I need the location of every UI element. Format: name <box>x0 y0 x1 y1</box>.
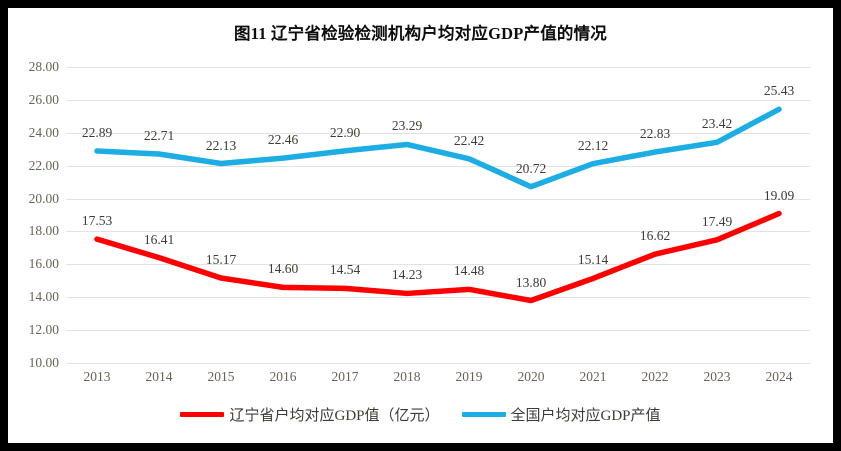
y-axis-tick-label: 24.00 <box>28 124 59 140</box>
gridline <box>66 330 810 332</box>
gridline <box>66 198 810 200</box>
x-axis-tick-label: 2015 <box>207 369 235 384</box>
y-axis-tick-label: 20.00 <box>28 190 59 206</box>
x-axis-tick-label: 2013 <box>83 369 111 384</box>
y-axis-tick-label: 22.00 <box>28 157 59 173</box>
x-axis-tick-label: 2018 <box>393 369 421 384</box>
legend-label: 辽宁省户均对应GDP值（亿元） <box>229 408 440 424</box>
x-axis: 2013 2014 2015 2016 2017 2018 2019 2020 2021 2022… <box>66 369 810 391</box>
series-line-liaoning <box>94 210 782 304</box>
gridline <box>66 67 810 68</box>
legend-swatch-icon <box>461 412 506 417</box>
gridline <box>66 264 810 266</box>
plot-area: 10.00 12.00 14.00 16.00 18.00 20.00 22.00 24.00… <box>29 59 810 370</box>
gridline <box>66 363 810 364</box>
y-axis-tick-label: 14.00 <box>28 289 59 305</box>
legend-label: 全国户均对应GDP产值 <box>510 408 661 424</box>
chart-container: 图11 辽宁省检验检测机构户均对应GDP产值的情况 10.00 12.00 14.0… <box>8 8 833 443</box>
legend-item-national[interactable]: 全国户均对应GDP产值 <box>461 404 661 425</box>
x-axis-tick-label: 2023 <box>703 369 731 384</box>
gridline <box>66 99 810 101</box>
x-axis-tick-label: 2014 <box>145 369 173 384</box>
gridline <box>66 231 810 233</box>
x-axis-tick-label: 2017 <box>331 369 359 384</box>
series-line-national <box>94 106 782 190</box>
y-axis-tick-label: 18.00 <box>28 223 59 239</box>
gridline <box>66 132 810 134</box>
y-axis-tick-label: 28.00 <box>28 59 59 74</box>
x-axis-tick-label: 2021 <box>579 369 607 384</box>
chart-legend: 辽宁省户均对应GDP值（亿元） 全国户均对应GDP产值 <box>8 404 833 425</box>
gridline <box>66 165 810 167</box>
y-axis-tick-label: 12.00 <box>28 322 59 338</box>
y-axis-tick-label: 16.00 <box>28 256 59 272</box>
gridline <box>66 297 810 299</box>
x-axis-tick-label: 2020 <box>517 369 545 384</box>
chart-title: 图11 辽宁省检验检测机构户均对应GDP产值的情况 <box>233 24 608 43</box>
legend-item-liaoning[interactable]: 辽宁省户均对应GDP值（亿元） <box>180 404 440 425</box>
x-axis-tick-label: 2019 <box>455 369 483 384</box>
series-lines <box>94 106 782 304</box>
y-axis-tick-label: 10.00 <box>28 355 59 370</box>
x-axis-tick-label: 2016 <box>269 369 297 384</box>
legend-swatch-icon <box>180 412 225 417</box>
x-axis-tick-label: 2022 <box>641 369 669 384</box>
y-axis-tick-label: 26.00 <box>28 91 59 107</box>
x-axis-tick-label: 2024 <box>765 369 793 384</box>
